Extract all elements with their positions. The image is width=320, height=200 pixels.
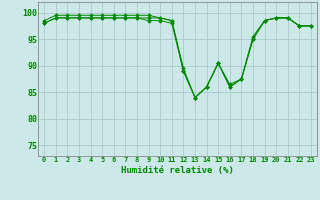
X-axis label: Humidité relative (%): Humidité relative (%) bbox=[121, 166, 234, 175]
